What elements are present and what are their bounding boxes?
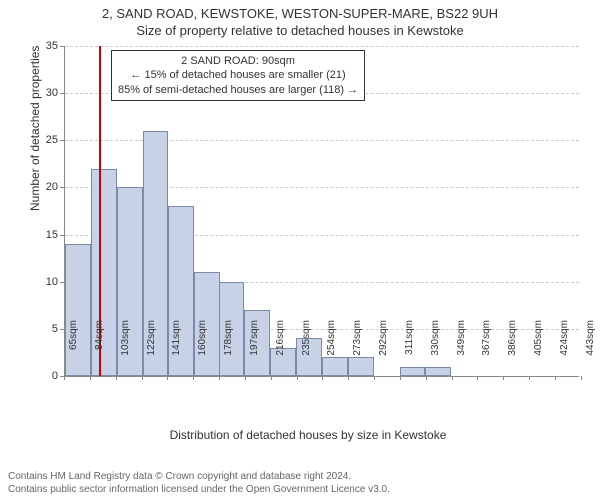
ytick-label: 0 [30, 370, 58, 382]
xtick-label: 273sqm [352, 320, 363, 380]
xtick-label: 405sqm [533, 320, 544, 380]
xtick-label: 160sqm [197, 320, 208, 380]
ytick-label: 35 [30, 40, 58, 52]
ytick-label: 5 [30, 323, 58, 335]
xtick-label: 424sqm [559, 320, 570, 380]
xtick-label: 122sqm [146, 320, 157, 380]
xtick-label: 235sqm [301, 320, 312, 380]
ytick-mark [60, 282, 64, 283]
chart-container: Number of detached properties 2 SAND ROA… [38, 46, 578, 416]
xtick-label: 292sqm [378, 320, 389, 380]
footnote-line1: Contains HM Land Registry data © Crown c… [8, 470, 390, 483]
xtick-mark [477, 376, 478, 380]
xtick-label: 103sqm [120, 320, 131, 380]
xtick-label: 349sqm [456, 320, 467, 380]
footnote-line2: Contains public sector information licen… [8, 483, 390, 496]
ytick-label: 30 [30, 87, 58, 99]
xtick-mark [452, 376, 453, 380]
xtick-label: 254sqm [326, 320, 337, 380]
xtick-mark [400, 376, 401, 380]
xtick-mark [503, 376, 504, 380]
ytick-label: 15 [30, 229, 58, 241]
xtick-mark [297, 376, 298, 380]
ytick-mark [60, 329, 64, 330]
ytick-mark [60, 187, 64, 188]
ytick-mark [60, 46, 64, 47]
annotation-line: 2 SAND ROAD: 90sqm [118, 54, 358, 68]
ytick-mark [60, 140, 64, 141]
ytick-mark [60, 235, 64, 236]
xtick-mark [245, 376, 246, 380]
xtick-mark [348, 376, 349, 380]
xtick-label: 141sqm [171, 320, 182, 380]
xtick-mark [116, 376, 117, 380]
xtick-mark [322, 376, 323, 380]
x-axis-label: Distribution of detached houses by size … [38, 428, 578, 442]
xtick-mark [90, 376, 91, 380]
annotation-box: 2 SAND ROAD: 90sqm← 15% of detached hous… [111, 50, 365, 101]
xtick-label: 197sqm [249, 320, 260, 380]
xtick-label: 386sqm [507, 320, 518, 380]
xtick-label: 311sqm [404, 320, 415, 380]
xtick-mark [142, 376, 143, 380]
xtick-mark [426, 376, 427, 380]
gridline [65, 46, 579, 47]
ytick-label: 20 [30, 181, 58, 193]
footnote: Contains HM Land Registry data © Crown c… [8, 470, 390, 496]
xtick-mark [271, 376, 272, 380]
ytick-label: 25 [30, 134, 58, 146]
annotation-line: 85% of semi-detached houses are larger (… [118, 83, 358, 97]
ytick-mark [60, 93, 64, 94]
xtick-mark [193, 376, 194, 380]
xtick-mark [581, 376, 582, 380]
xtick-label: 330sqm [430, 320, 441, 380]
xtick-label: 367sqm [481, 320, 492, 380]
plot-area: 2 SAND ROAD: 90sqm← 15% of detached hous… [64, 46, 579, 377]
xtick-mark [167, 376, 168, 380]
xtick-mark [374, 376, 375, 380]
title-address: 2, SAND ROAD, KEWSTOKE, WESTON-SUPER-MAR… [0, 0, 600, 21]
annotation-line: ← 15% of detached houses are smaller (21… [118, 68, 358, 82]
xtick-mark [64, 376, 65, 380]
xtick-label: 443sqm [585, 320, 596, 380]
xtick-mark [529, 376, 530, 380]
xtick-mark [219, 376, 220, 380]
title-subtitle: Size of property relative to detached ho… [0, 21, 600, 42]
xtick-label: 216sqm [275, 320, 286, 380]
xtick-mark [555, 376, 556, 380]
ytick-label: 10 [30, 276, 58, 288]
xtick-label: 65sqm [68, 320, 79, 380]
xtick-label: 84sqm [94, 320, 105, 380]
xtick-label: 178sqm [223, 320, 234, 380]
